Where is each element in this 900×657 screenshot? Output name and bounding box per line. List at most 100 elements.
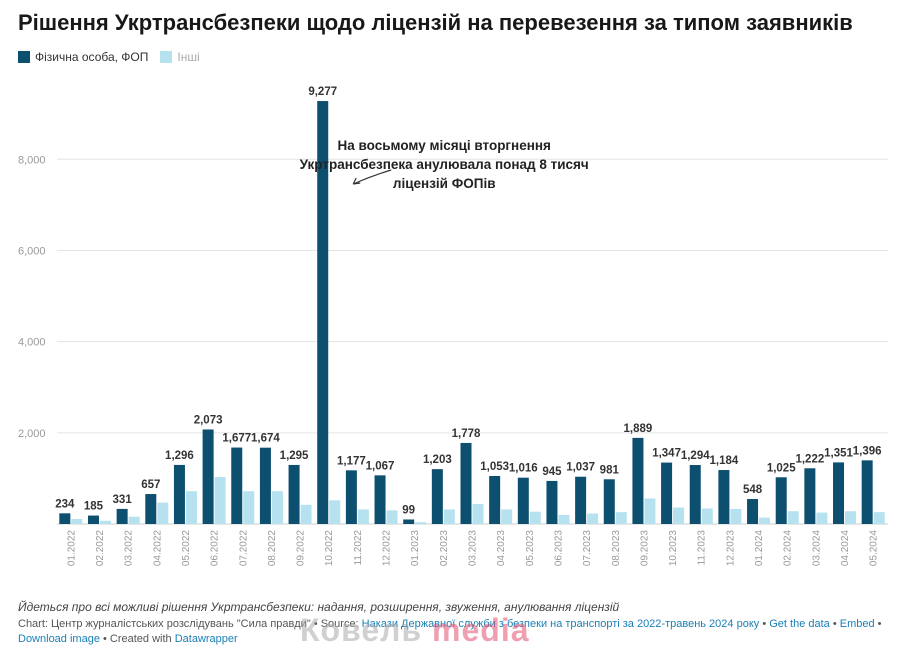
bar-secondary (71, 518, 83, 524)
x-tick-label: 07.2022 (238, 530, 249, 567)
x-tick-label: 09.2022 (296, 530, 307, 567)
data-label: 981 (600, 464, 620, 476)
bar-secondary (759, 517, 771, 524)
separator: • (759, 618, 770, 630)
bar-secondary (558, 514, 570, 524)
data-label: 1,889 (624, 423, 653, 435)
x-tick-label: 12.2023 (725, 530, 736, 567)
bar-secondary (128, 516, 140, 524)
x-tick-label: 04.2023 (496, 530, 507, 567)
get-data-link[interactable]: Get the data (769, 618, 830, 630)
bar-primary (317, 101, 329, 525)
bar-primary (173, 464, 185, 524)
x-tick-label: 11.2023 (697, 530, 708, 566)
bar-secondary (357, 509, 369, 524)
data-label: 1,295 (280, 450, 309, 462)
bar-secondary (300, 504, 312, 524)
data-label: 1,351 (824, 447, 853, 459)
bar-primary (145, 494, 157, 524)
bar-primary (403, 519, 415, 524)
y-tick-label: 6,000 (18, 245, 46, 257)
bar-primary (116, 508, 128, 524)
data-label: 1,674 (251, 433, 280, 445)
bar-primary (747, 499, 759, 524)
bar-primary (775, 477, 787, 524)
annotation-line: На восьмому місяці вторгнення (338, 138, 551, 153)
data-label: 1,184 (710, 455, 739, 467)
x-tick-label: 01.2023 (410, 530, 421, 567)
annotation-arrow (352, 169, 392, 185)
x-tick-label: 08.2023 (611, 530, 622, 567)
bar-primary (718, 470, 730, 524)
data-label: 1,677 (222, 433, 251, 445)
bar-secondary (615, 512, 627, 524)
data-label: 185 (84, 501, 104, 513)
chart-credit: Chart: Центр журналістських розслідувань… (18, 618, 311, 630)
data-label: 1,037 (566, 462, 595, 474)
bar-primary (632, 437, 644, 524)
bar-secondary (701, 508, 713, 524)
x-tick-label: 07.2023 (582, 530, 593, 567)
data-label: 1,177 (337, 455, 366, 467)
separator: • (874, 618, 882, 630)
bar-secondary (415, 522, 427, 524)
bar-secondary (673, 507, 685, 524)
annotation-arrowhead (352, 177, 361, 185)
y-tick-label: 4,000 (18, 337, 46, 349)
separator: • (99, 633, 110, 645)
download-image-link[interactable]: Download image (18, 633, 100, 645)
bar-secondary (243, 491, 255, 524)
y-tick-label: 2,000 (18, 428, 46, 440)
bar-secondary (443, 509, 455, 524)
bar-primary (460, 442, 472, 524)
data-label: 1,294 (681, 450, 710, 462)
bar-secondary (816, 512, 828, 524)
bar-primary (489, 475, 501, 524)
data-label: 331 (113, 494, 133, 506)
x-tick-label: 05.2024 (869, 530, 880, 567)
data-label: 99 (402, 504, 415, 516)
data-label: 1,296 (165, 450, 194, 462)
x-tick-label: 05.2023 (525, 530, 536, 567)
x-tick-label: 06.2022 (210, 530, 221, 567)
legend: Фізична особа, ФОП Інші (18, 50, 212, 64)
bar-secondary (529, 511, 541, 524)
created-with: Created with (109, 633, 175, 645)
bar-primary (804, 468, 816, 524)
bar-primary (833, 462, 845, 524)
embed-link[interactable]: Embed (839, 618, 875, 630)
bar-secondary (157, 502, 169, 524)
x-tick-label: 01.2022 (66, 530, 77, 567)
data-label: 1,053 (480, 461, 509, 473)
source-link[interactable]: Накази Державної служби з безпеки на тра… (361, 618, 760, 630)
data-label: 1,067 (366, 460, 395, 472)
x-tick-label: 06.2023 (553, 530, 564, 567)
bar-secondary (787, 511, 799, 524)
x-tick-label: 12.2022 (382, 530, 393, 567)
x-tick-label: 10.2022 (324, 530, 335, 567)
bar-primary (517, 477, 529, 524)
data-label: 1,016 (509, 463, 538, 475)
data-label: 1,396 (853, 445, 882, 457)
bar-secondary (185, 491, 197, 524)
bar-primary (603, 479, 615, 524)
bar-primary (202, 429, 214, 524)
bar-primary (575, 476, 587, 524)
x-tick-label: 04.2024 (840, 530, 851, 567)
data-label: 657 (141, 479, 160, 491)
bar-primary (288, 464, 300, 524)
credits-line: Chart: Центр журналістських розслідувань… (18, 617, 888, 632)
bar-secondary (644, 498, 656, 524)
x-tick-label: 11.2022 (353, 530, 364, 566)
y-tick-label: 8,000 (18, 154, 46, 166)
datawrapper-link[interactable]: Datawrapper (174, 633, 238, 645)
credits-line-2: Download image • Created with Datawrappe… (18, 632, 888, 647)
data-label: 2,073 (194, 414, 223, 426)
chart-title: Рішення Укртрансбезпеки щодо ліцензій на… (18, 10, 853, 35)
legend-swatch-primary (18, 51, 30, 63)
bar-secondary (472, 503, 484, 524)
bar-primary (861, 460, 873, 524)
data-label: 945 (542, 466, 562, 478)
bar-secondary (386, 510, 398, 524)
bar-secondary (271, 491, 283, 524)
